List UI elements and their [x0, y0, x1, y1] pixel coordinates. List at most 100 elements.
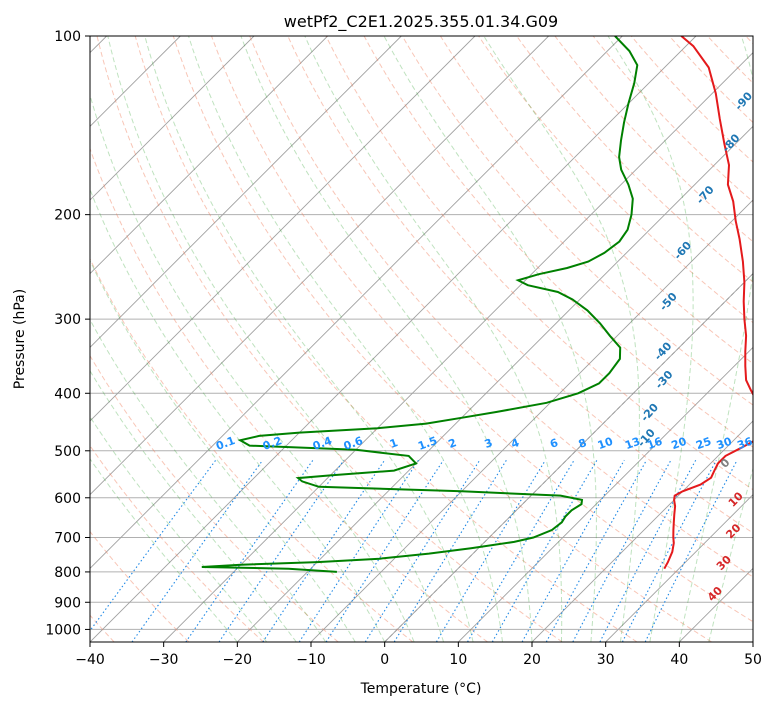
isotherm--50: [90, 36, 623, 569]
dry-adiabat: [287, 36, 753, 534]
dry-adiabat: [745, 36, 753, 45]
isotherm-10: [458, 346, 753, 642]
mixing-ratio-line-20: [572, 459, 672, 642]
dry-adiabat: [90, 354, 339, 642]
dry-adiabat-label: -40: [652, 339, 675, 363]
isotherm--20: [237, 125, 753, 642]
mixing-ratio-label: 8: [577, 436, 589, 451]
mixing-ratio-label: 0.1: [214, 434, 237, 453]
mixing-ratio-line-36: [644, 459, 738, 642]
moist-adiabat: [90, 457, 238, 642]
dry-adiabat: [90, 257, 414, 642]
dry-adiabat: [249, 36, 753, 578]
mixing-ratio-line-0.1: [90, 459, 217, 632]
x-tick-label: −40: [75, 652, 105, 668]
isotherm--100: [90, 36, 255, 201]
mixing-ratio-label: 16: [645, 435, 664, 453]
mixing-ratio-label: 0.2: [261, 434, 284, 453]
mixing-ratio-label: 25: [694, 435, 713, 452]
moist-adiabat: [90, 415, 268, 642]
dry-adiabat-label: -70: [694, 183, 717, 207]
dry-adiabats: [90, 36, 753, 642]
isotherm-30: [605, 494, 753, 642]
y-axis-ticks: 100 200 300 400 500 600 700 800 900 1000: [45, 29, 90, 638]
chart-title: wetPf2_C2E1.2025.355.01.34.G09: [284, 12, 558, 32]
y-tick-label: 700: [54, 531, 81, 547]
dewpoint-profile: [201, 36, 639, 573]
isotherm-20: [531, 420, 753, 642]
isotherm-50: [752, 641, 753, 642]
mixing-ratio-line-25: [599, 459, 697, 642]
y-axis-label: Pressure (hPa): [12, 289, 28, 389]
x-tick-label: 40: [670, 652, 688, 668]
moist-adiabat: [240, 36, 533, 642]
dry-adiabat-label: -60: [671, 239, 694, 263]
y-tick-label: 800: [54, 565, 81, 581]
dry-adiabat: [96, 36, 563, 642]
line-labels: -100-90-80-70-60-50-40-30-20-100.1 0.2 0.4…: [214, 43, 775, 604]
zero-isotherm-line: [384, 272, 753, 642]
mixing-ratio-label: 1: [388, 436, 400, 451]
isotherm--10: [310, 199, 753, 642]
dry-adiabat: [134, 36, 638, 642]
moist-adiabat: [304, 36, 563, 642]
moist-adiabat: [144, 36, 474, 642]
mixing-ratio-label: 20: [670, 435, 689, 453]
mixing-ratio-lines: [90, 459, 738, 642]
x-axis-label: Temperature (°C): [360, 681, 482, 697]
dry-adiabat: [90, 147, 488, 642]
x-tick-label: −30: [149, 652, 179, 668]
y-tick-label: 500: [54, 444, 81, 460]
moist-adiabat-label: 30: [714, 553, 734, 573]
mixing-ratio-label: 6: [548, 436, 560, 451]
isotherm--40: [90, 36, 697, 642]
x-tick-label: 0: [380, 652, 389, 668]
sounding-profiles: [201, 36, 753, 573]
x-tick-label: 20: [523, 652, 541, 668]
mixing-ratio-line-1: [262, 459, 386, 642]
dry-adiabat: [172, 36, 712, 642]
x-axis-ticks: −40 −30 −20 −10 0 10 20 30 40 50: [75, 642, 762, 668]
dry-adiabat: [554, 36, 753, 243]
moist-adiabat: [483, 36, 640, 642]
dry-adiabat: [707, 36, 753, 84]
dry-adiabat-label: -30: [653, 368, 676, 392]
mixing-ratio-line-10: [491, 459, 598, 642]
mixing-ratio-line-0.4: [185, 459, 314, 642]
moist-adiabat: [90, 188, 386, 642]
y-tick-label: 900: [54, 595, 81, 611]
x-tick-label: 50: [744, 652, 762, 668]
dry-adiabat-label: -50: [657, 290, 680, 314]
mixing-ratio-label: 0.4: [311, 434, 334, 453]
moist-adiabat-label: 0: [718, 456, 733, 471]
dry-adiabat: [516, 36, 753, 283]
mixing-ratio-line-8: [467, 459, 575, 642]
mixing-ratio-line-0.6: [218, 459, 345, 642]
isotherm--80: [90, 36, 402, 348]
temperature-profile: [663, 36, 753, 570]
dry-adiabat-label: -100: [751, 43, 775, 72]
y-tick-label: 200: [54, 208, 81, 224]
moist-adiabat: [607, 36, 694, 642]
dry-adiabat: [592, 36, 753, 203]
dry-adiabat: [90, 530, 190, 642]
mixing-ratio-line-1.5: [298, 459, 419, 642]
x-tick-label: −20: [223, 652, 253, 668]
moist-adiabat-label: 20: [723, 521, 743, 541]
mixing-ratio-label: 1.5: [416, 434, 439, 453]
mixing-ratio-label: 13: [623, 435, 642, 452]
x-tick-label: −10: [296, 652, 326, 668]
y-tick-label: 400: [54, 386, 81, 402]
mixing-ratio-label: 0.6: [342, 434, 365, 453]
x-tick-label: 30: [597, 652, 615, 668]
isotherm--30: [163, 52, 753, 642]
mixing-ratio-label: 30: [715, 435, 734, 453]
y-tick-label: 1000: [45, 622, 81, 638]
moist-adiabat: [708, 466, 753, 642]
moist-adiabat: [383, 36, 597, 642]
dry-adiabat: [478, 36, 753, 324]
y-tick-label: 100: [54, 29, 81, 45]
y-tick-label: 300: [54, 312, 81, 328]
mixing-ratio-line-6: [435, 459, 546, 642]
